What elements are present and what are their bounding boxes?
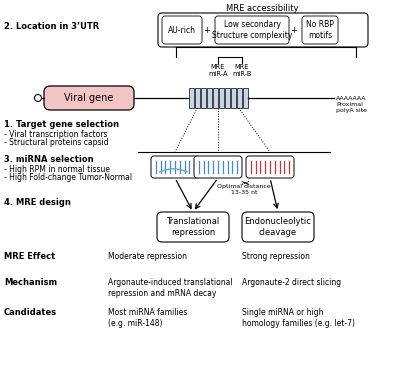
- Text: MRE
miR-B: MRE miR-B: [232, 64, 252, 77]
- Text: MRE
miR-A: MRE miR-A: [208, 64, 228, 77]
- Text: - High Fold-change Tumor-Normal: - High Fold-change Tumor-Normal: [4, 173, 132, 182]
- Text: Moderate repression: Moderate repression: [108, 252, 187, 261]
- Text: - Viral transcription factors: - Viral transcription factors: [4, 130, 108, 139]
- Text: AAAAAAA
Proximal
polyA site: AAAAAAA Proximal polyA site: [336, 96, 367, 113]
- FancyBboxPatch shape: [151, 156, 199, 178]
- Text: Strong repression: Strong repression: [242, 252, 310, 261]
- Text: No RBP
motifs: No RBP motifs: [306, 20, 334, 40]
- Text: Most miRNA families
(e.g. miR-148): Most miRNA families (e.g. miR-148): [108, 308, 187, 328]
- Text: +: +: [290, 25, 298, 34]
- Bar: [206, 88, 212, 108]
- FancyBboxPatch shape: [44, 86, 134, 110]
- FancyBboxPatch shape: [194, 156, 242, 178]
- Text: +: +: [204, 25, 210, 34]
- Bar: [188, 88, 194, 108]
- FancyBboxPatch shape: [157, 212, 229, 242]
- Bar: [236, 88, 242, 108]
- Text: Endonucleolytic
cleavage: Endonucleolytic cleavage: [244, 217, 312, 237]
- Text: MRE accessibility: MRE accessibility: [226, 4, 298, 13]
- Text: Argonaute-2 direct slicing: Argonaute-2 direct slicing: [242, 278, 341, 287]
- Text: 3. miRNA selection: 3. miRNA selection: [4, 155, 94, 164]
- FancyBboxPatch shape: [158, 13, 368, 47]
- Bar: [194, 88, 200, 108]
- Text: 4. MRE design: 4. MRE design: [4, 198, 71, 207]
- FancyBboxPatch shape: [302, 16, 338, 44]
- Bar: [224, 88, 230, 108]
- Text: Viral gene: Viral gene: [64, 93, 114, 103]
- Text: MRE Effect: MRE Effect: [4, 252, 55, 261]
- FancyBboxPatch shape: [246, 156, 294, 178]
- FancyBboxPatch shape: [242, 212, 314, 242]
- Text: 2. Location in 3’UTR: 2. Location in 3’UTR: [4, 21, 99, 31]
- FancyBboxPatch shape: [162, 16, 202, 44]
- Text: Translational
repression: Translational repression: [166, 217, 220, 237]
- Text: Low secondary
Structure complexity: Low secondary Structure complexity: [212, 20, 292, 40]
- Text: 1. Target gene selection: 1. Target gene selection: [4, 120, 119, 129]
- Bar: [242, 88, 248, 108]
- Text: Optimal distance
13-35 nt: Optimal distance 13-35 nt: [217, 184, 271, 195]
- Text: Mechanism: Mechanism: [4, 278, 57, 287]
- FancyBboxPatch shape: [215, 16, 289, 44]
- Bar: [218, 88, 224, 108]
- Bar: [230, 88, 236, 108]
- Text: AU-rich: AU-rich: [168, 25, 196, 34]
- Bar: [200, 88, 206, 108]
- Text: Argonaute-induced translational
repression and mRNA decay: Argonaute-induced translational repressi…: [108, 278, 233, 298]
- Text: Single miRNA or high
homology families (e.g. let-7): Single miRNA or high homology families (…: [242, 308, 355, 328]
- Text: Candidates: Candidates: [4, 308, 57, 317]
- Text: - High RPM in normal tissue: - High RPM in normal tissue: [4, 165, 110, 174]
- Text: - Structural proteins capsid: - Structural proteins capsid: [4, 138, 109, 147]
- Bar: [212, 88, 218, 108]
